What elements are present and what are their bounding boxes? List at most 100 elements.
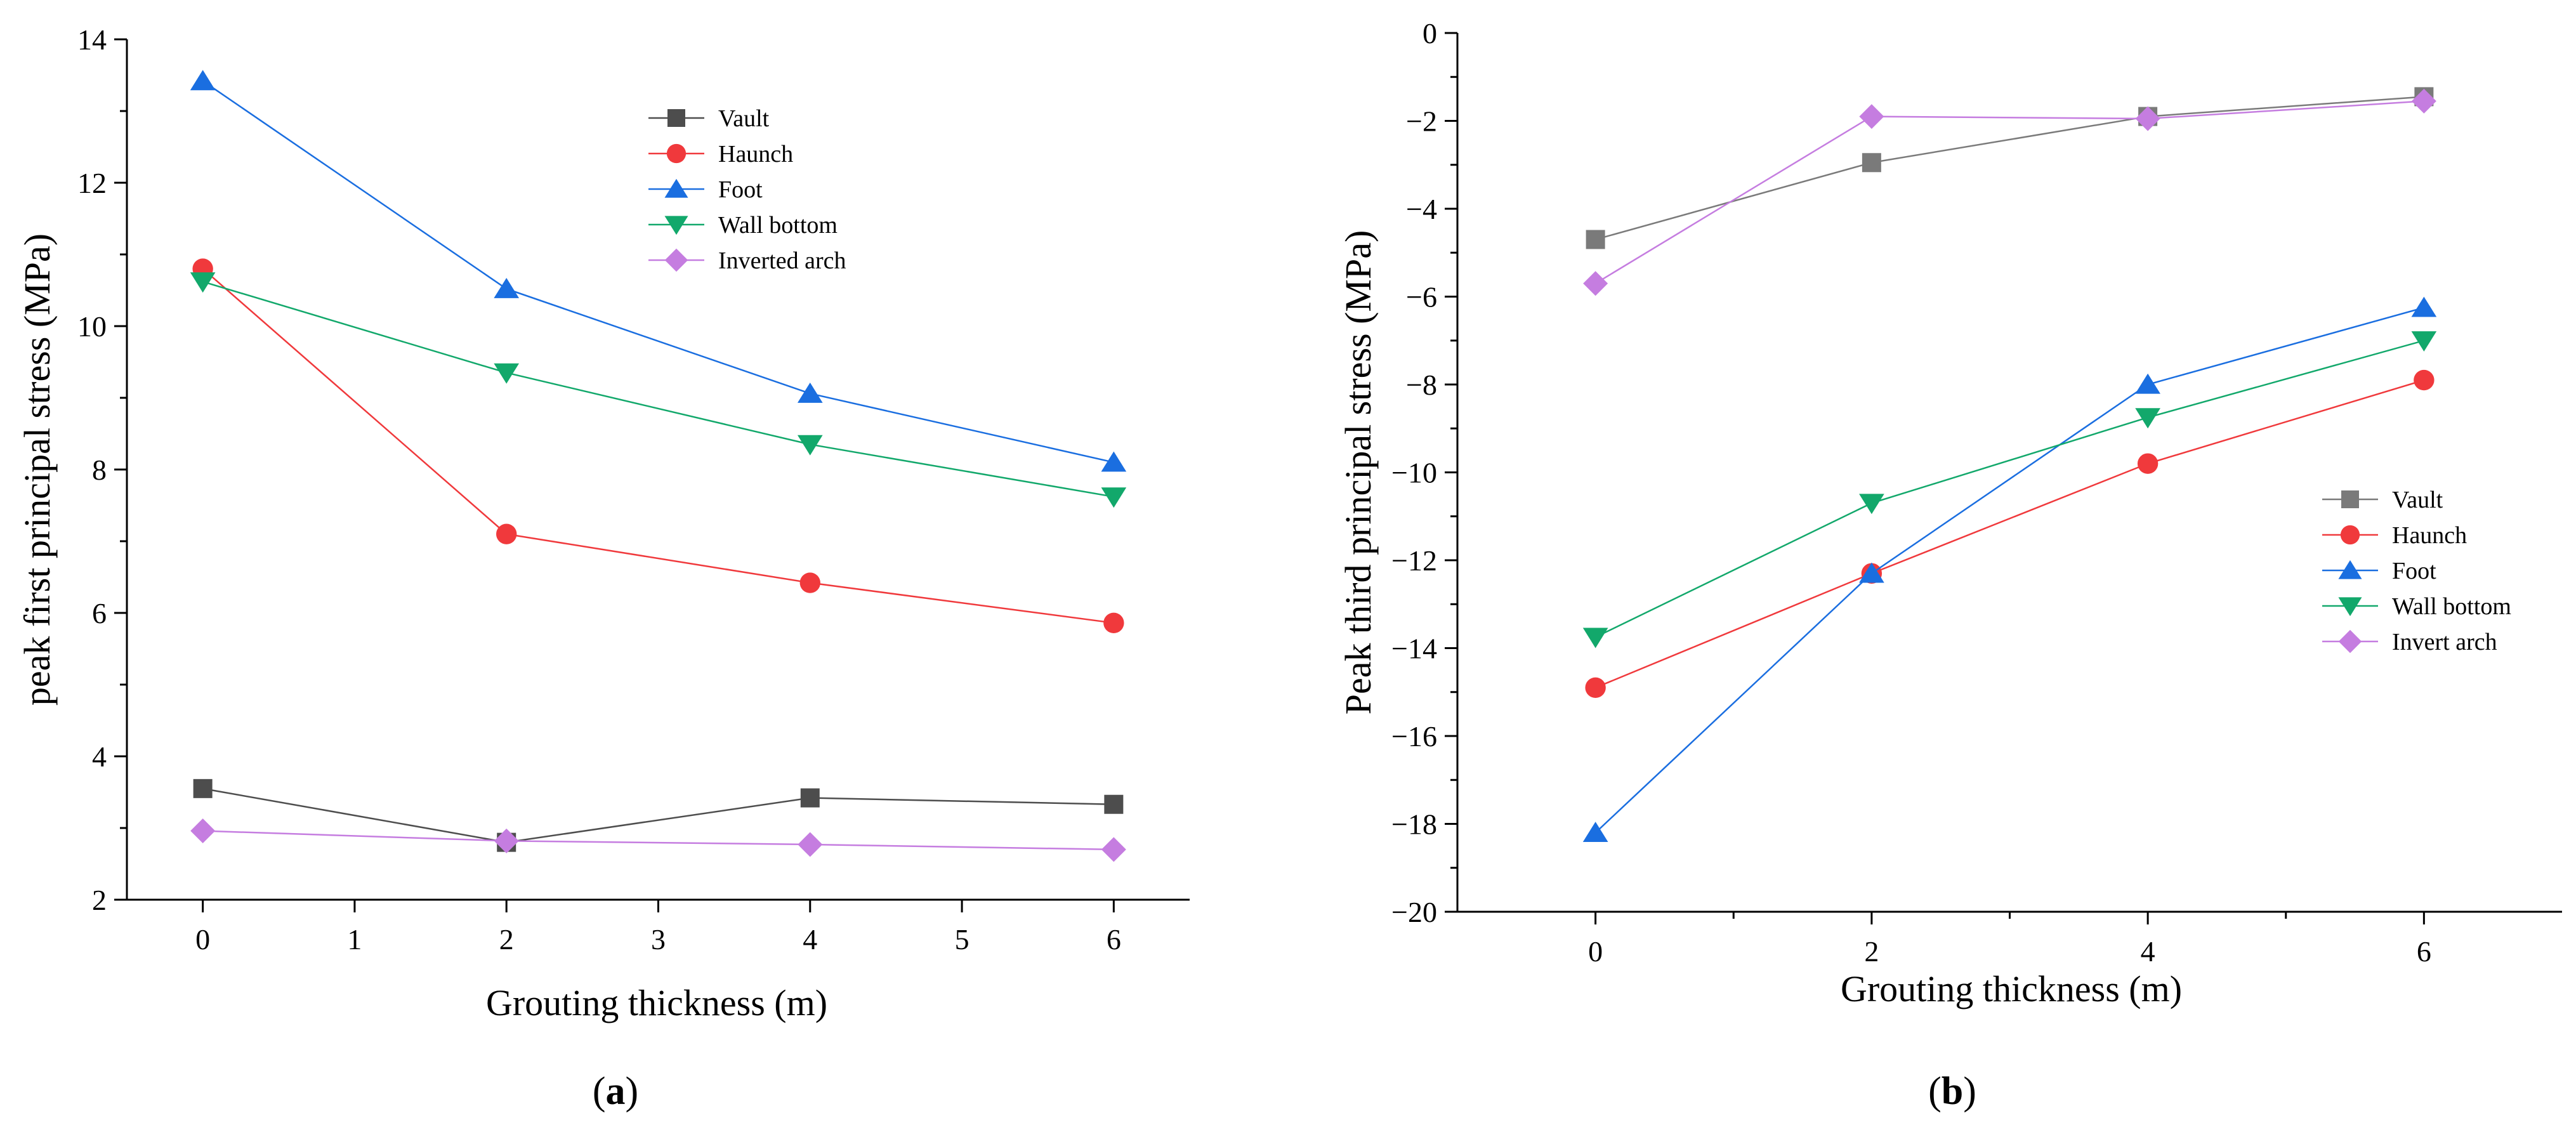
- legend-label: Invert arch: [2392, 629, 2497, 655]
- series-line: [1595, 96, 2424, 240]
- series-vault: [193, 779, 1124, 852]
- legend-label: Inverted arch: [718, 247, 846, 274]
- data-point: [2137, 453, 2159, 474]
- data-point: [2411, 88, 2436, 114]
- data-point: [800, 788, 820, 808]
- legend-marker: [664, 216, 688, 235]
- legend-marker: [2341, 490, 2359, 508]
- x-tick-label: 2: [1864, 935, 1879, 968]
- legend-marker: [664, 248, 688, 272]
- legend-item-foot: Foot: [648, 176, 763, 203]
- data-point: [1103, 612, 1124, 634]
- data-point: [1582, 822, 1608, 843]
- series-wall-bottom: [1582, 331, 2437, 648]
- panel-label-part: ): [626, 1070, 639, 1113]
- x-tick-label: 6: [1107, 923, 1121, 956]
- legend-label: Foot: [2392, 558, 2436, 584]
- data-point: [1582, 628, 1608, 648]
- series-foot: [190, 70, 1127, 472]
- y-tick-label: 2: [92, 884, 107, 916]
- data-point: [1101, 487, 1127, 508]
- legend: Vault Haunch Foot Wall bottom Invert arch: [2322, 487, 2511, 655]
- data-point: [2135, 106, 2160, 131]
- legend-label: Haunch: [718, 141, 793, 168]
- series-line: [1595, 379, 2424, 688]
- data-point: [2135, 408, 2160, 429]
- series-line: [1594, 100, 2424, 284]
- data-point: [1583, 271, 1608, 296]
- panel-label-part: b: [1942, 1070, 1963, 1113]
- y-tick-label: −2: [1406, 105, 1437, 138]
- series-vault: [1586, 87, 2434, 249]
- data-point: [2411, 331, 2437, 352]
- data-point: [797, 382, 823, 403]
- x-tick-label: 2: [499, 923, 514, 956]
- panel-label-part: ): [1963, 1070, 1976, 1113]
- legend-item-wall-bottom: Wall bottom: [2322, 593, 2511, 620]
- legend-item-foot: Foot: [2322, 558, 2436, 584]
- data-point: [1862, 153, 1881, 173]
- x-tick-label: 1: [347, 923, 362, 956]
- y-tick-label: −12: [1391, 544, 1437, 577]
- y-tick-label: −14: [1391, 633, 1437, 665]
- y-axis-title: Peak third principal stress (MPa): [1337, 230, 1379, 715]
- legend-marker: [2338, 597, 2362, 617]
- series-line: [202, 830, 1114, 851]
- y-tick-label: −4: [1406, 193, 1437, 225]
- series-line: [202, 280, 1114, 498]
- data-point: [1101, 451, 1127, 472]
- data-point: [494, 277, 520, 298]
- panel-label: (a): [593, 1070, 638, 1113]
- legend-item-invert-arch: Invert arch: [2322, 629, 2497, 655]
- y-tick-label: 14: [77, 23, 107, 56]
- series-foot: [1582, 296, 2437, 843]
- y-tick-label: 10: [77, 310, 107, 343]
- legend-item-vault: Vault: [2322, 487, 2443, 513]
- y-axis-title: peak first principal stress (MPa): [16, 233, 58, 706]
- series-line: [1595, 339, 2424, 638]
- data-point: [1104, 794, 1124, 814]
- y-tick-label: 4: [92, 740, 107, 773]
- y-tick-label: −6: [1406, 281, 1437, 313]
- panel-label: (b): [1928, 1070, 1976, 1113]
- legend-marker: [664, 178, 688, 198]
- chart-panel-b: −20−18−16−14−12−10−8−6−4−200 2 4 6Grouting …: [1337, 17, 2562, 1113]
- data-point: [190, 272, 216, 293]
- data-point: [2411, 296, 2437, 317]
- data-point: [1586, 230, 1605, 249]
- series-inverted-arch: [190, 818, 1126, 862]
- series-line: [202, 268, 1114, 624]
- series-haunch: [192, 258, 1124, 634]
- y-tick-label: 0: [1423, 17, 1437, 49]
- data-point: [797, 435, 823, 456]
- y-tick-label: −16: [1391, 720, 1437, 753]
- legend-marker: [2338, 629, 2362, 654]
- series-line: [1594, 306, 2424, 834]
- panel-label-part: (: [1928, 1070, 1942, 1113]
- x-tick-label: 0: [1588, 935, 1603, 968]
- series-wall-bottom: [190, 272, 1127, 508]
- x-axis-title: Grouting thickness (m): [1841, 968, 2182, 1009]
- legend-item-haunch: Haunch: [648, 141, 793, 168]
- x-tick-label: 4: [2141, 935, 2155, 968]
- legend-item-haunch: Haunch: [2322, 522, 2467, 549]
- panel-label-part: (: [593, 1070, 606, 1113]
- series-line: [202, 80, 1114, 463]
- legend-item-inverted-arch: Inverted arch: [648, 247, 846, 274]
- data-point: [1859, 104, 1884, 129]
- data-point: [1859, 494, 1884, 515]
- data-point: [494, 363, 520, 384]
- x-tick-label: 6: [2417, 935, 2431, 968]
- data-point: [1585, 677, 1606, 699]
- legend-label: Vault: [2392, 487, 2443, 513]
- legend-marker: [667, 109, 685, 127]
- x-tick-label: 4: [803, 923, 817, 956]
- x-tick-label: 3: [651, 923, 666, 956]
- legend-marker: [666, 143, 687, 164]
- data-point: [1101, 837, 1126, 862]
- y-tick-label: −8: [1406, 369, 1437, 401]
- series-line: [202, 787, 1114, 843]
- data-point: [190, 70, 216, 91]
- y-tick-label: −20: [1391, 896, 1437, 928]
